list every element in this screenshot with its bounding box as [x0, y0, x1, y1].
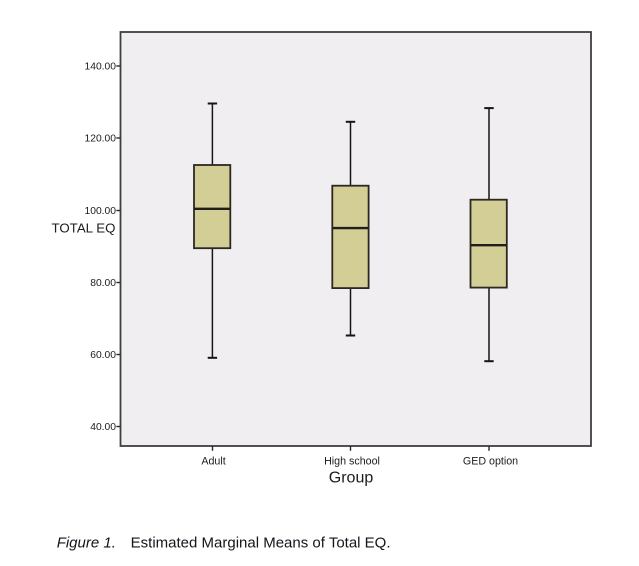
- svg-text:Adult: Adult: [201, 455, 225, 467]
- svg-text:Group: Group: [329, 470, 374, 487]
- svg-text:TOTAL EQ: TOTAL EQ: [51, 221, 115, 236]
- svg-text:100.00: 100.00: [85, 206, 117, 217]
- svg-text:GED option: GED option: [463, 455, 518, 467]
- svg-text:40.00: 40.00: [90, 422, 116, 433]
- svg-text:60.00: 60.00: [90, 350, 116, 361]
- svg-text:120.00: 120.00: [85, 134, 117, 145]
- svg-text:80.00: 80.00: [90, 278, 116, 289]
- svg-text:140.00: 140.00: [85, 62, 117, 73]
- svg-text:Figure 1. Estimated Marginal M: Figure 1. Estimated Marginal Means of To…: [57, 535, 391, 552]
- svg-text:High school: High school: [324, 455, 380, 467]
